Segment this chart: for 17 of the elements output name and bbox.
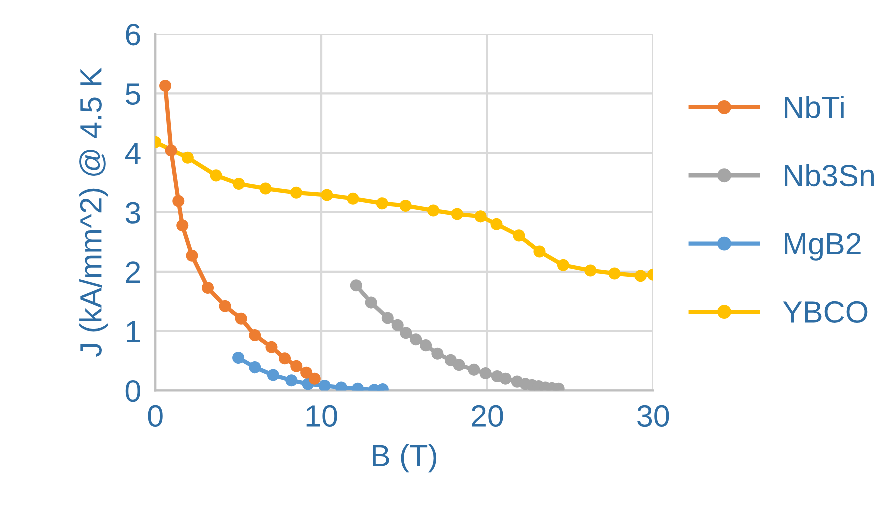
x-tick-label: 10 [306,405,338,428]
y-tick-label: 0 [126,380,140,402]
y-tick-label: 3 [126,202,140,224]
y-axis-title: J (kA/mm^2) @ 4.5 K [80,68,108,357]
y-tick-label: 6 [126,24,140,46]
x-axis-title: B (T) [373,444,437,473]
x-tick-label: 30 [638,405,670,428]
x-tick-label: 0 [148,405,163,428]
legend-label: NbTi [785,96,844,118]
x-tick-label: 20 [472,405,504,428]
legend-label: MgB2 [785,233,861,261]
y-tick-label: 1 [127,321,140,342]
y-tick-label: 4 [125,143,141,164]
y-tick-label: 5 [126,84,140,106]
legend-label: Nb3Sn [785,164,874,187]
legend-label: YBCO [783,301,868,324]
y-tick-label: 2 [126,262,140,283]
